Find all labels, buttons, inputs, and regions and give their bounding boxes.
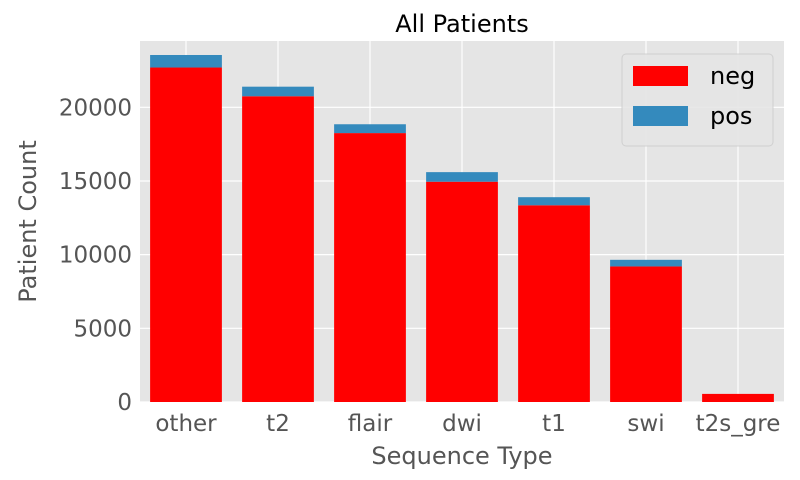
y-tick-label: 5000	[73, 316, 132, 342]
bar-pos-t1	[518, 197, 590, 206]
legend-swatch-pos	[633, 106, 688, 126]
bar-neg-swi	[610, 266, 682, 402]
x-tick-label: t2s_gre	[696, 411, 781, 437]
x-tick-label: t2	[266, 411, 290, 437]
x-tick-label: dwi	[442, 411, 482, 437]
chart-title: All Patients	[395, 10, 528, 38]
legend-swatch-neg	[633, 66, 688, 86]
bar-neg-dwi	[426, 181, 498, 402]
y-tick-label: 15000	[59, 169, 132, 195]
bar-pos-t2	[242, 86, 314, 97]
legend-label-pos: pos	[710, 102, 752, 130]
bar-neg-t2	[242, 96, 314, 403]
x-tick-label: flair	[348, 411, 393, 437]
bar-pos-flair	[334, 124, 406, 134]
x-axis-label: Sequence Type	[371, 442, 552, 470]
bar-neg-flair	[334, 133, 406, 402]
bar-pos-swi	[610, 259, 682, 267]
x-tick-label: other	[155, 411, 217, 437]
bar-neg-t1	[518, 205, 590, 402]
x-tick-label: t1	[542, 411, 566, 437]
bar-pos-other	[150, 54, 222, 68]
legend-label-neg: neg	[710, 62, 755, 90]
bars	[150, 54, 774, 403]
y-axis-label: Patient Count	[14, 140, 42, 302]
y-tick-label: 20000	[59, 95, 132, 121]
y-tick-label: 0	[117, 390, 132, 416]
legend: neg pos	[621, 53, 774, 147]
y-tick-labels: 0 5000 10000 15000 20000	[59, 95, 132, 416]
bar-neg-other	[150, 67, 222, 402]
bar-neg-t2s_gre	[702, 393, 774, 402]
y-tick-label: 10000	[59, 243, 132, 269]
x-tick-labels: other t2 flair dwi t1 swi t2s_gre	[155, 411, 780, 437]
bar-pos-dwi	[426, 172, 498, 182]
x-tick-label: swi	[627, 411, 664, 437]
